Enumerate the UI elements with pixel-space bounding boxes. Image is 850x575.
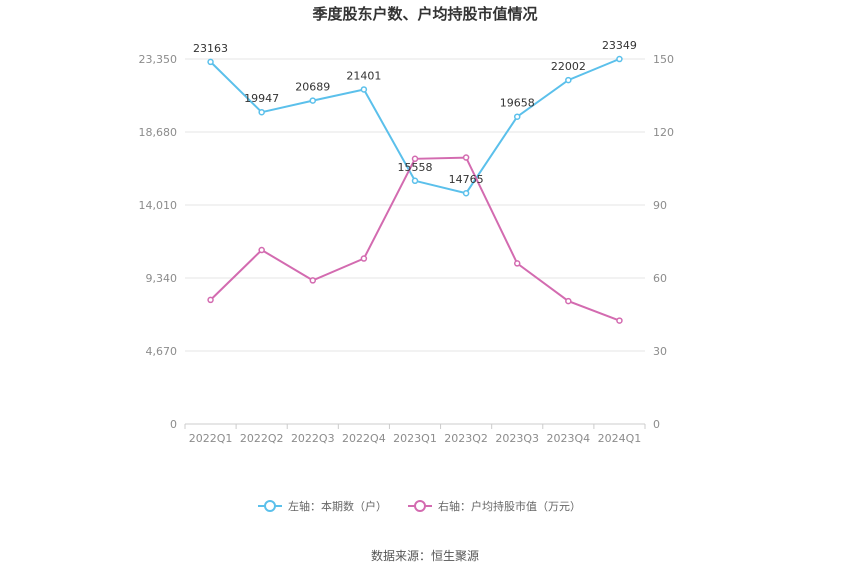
x-tick-label: 2023Q4 — [547, 432, 591, 445]
grid — [184, 58, 646, 429]
x-tick-label: 2022Q4 — [342, 432, 386, 445]
data-point — [565, 76, 572, 84]
x-tick-label: 2022Q1 — [189, 432, 233, 445]
data-label: 19658 — [500, 97, 535, 110]
data-point — [565, 297, 572, 305]
data-point — [462, 154, 470, 161]
left-tick-label: 23,350 — [139, 53, 178, 66]
right-tick-label: 120 — [653, 126, 674, 139]
data-label: 15558 — [398, 161, 433, 174]
source-note: 数据来源：恒生聚源 — [371, 548, 479, 563]
legend-label: 右轴：户均持股市值（万元） — [438, 499, 581, 513]
data-point — [616, 55, 623, 63]
data-point — [309, 277, 317, 284]
data-label: 20689 — [295, 81, 330, 94]
left-tick-label: 14,010 — [139, 199, 178, 212]
data-point — [309, 97, 317, 104]
x-tick-label: 2022Q3 — [291, 432, 335, 445]
legend-marker — [414, 500, 426, 512]
data-point — [513, 260, 521, 267]
data-point — [616, 317, 623, 324]
x-tick-label: 2022Q2 — [240, 432, 284, 445]
legend-item[interactable]: 左轴：本期数（户） — [258, 499, 387, 513]
data-point — [258, 108, 265, 116]
legend-item[interactable]: 右轴：户均持股市值（万元） — [408, 499, 581, 513]
right-tick-label: 0 — [653, 418, 660, 431]
x-tick-label: 2023Q3 — [495, 432, 539, 445]
data-label: 23163 — [193, 42, 228, 55]
x-tick-label: 2023Q2 — [444, 432, 488, 445]
chart-title: 季度股东户数、户均持股市值情况 — [312, 5, 537, 23]
left-tick-label: 0 — [170, 418, 177, 431]
axis-ticks: 0 0 4,670 30 9,340 60 14,010 90 18,680 120 23,350 1… — [139, 53, 675, 445]
left-tick-label: 4,670 — [146, 345, 178, 358]
data-label: 14765 — [449, 173, 484, 186]
series-layer — [207, 55, 623, 324]
data-point — [513, 113, 521, 120]
x-tick-label: 2023Q1 — [393, 432, 437, 445]
data-point — [411, 155, 419, 163]
data-point — [207, 296, 214, 304]
data-label: 21401 — [346, 69, 381, 82]
data-label: 23349 — [602, 39, 637, 52]
data-point — [207, 58, 214, 66]
legend[interactable]: 左轴：本期数（户） 右轴：户均持股市值（万元） — [258, 499, 581, 513]
data-label: 19947 — [244, 92, 279, 105]
legend-marker — [264, 500, 276, 512]
left-tick-label: 9,340 — [146, 272, 178, 285]
data-point — [360, 255, 368, 262]
data-point — [462, 189, 470, 197]
right-tick-label: 30 — [653, 345, 667, 358]
data-labels: 23163 19947 20689 21401 15558 14765 19658 22002… — [193, 39, 637, 186]
right-tick-label: 90 — [653, 199, 667, 212]
legend-label: 左轴：本期数（户） — [288, 499, 387, 513]
x-tick-label: 2024Q1 — [598, 432, 642, 445]
data-label: 22002 — [551, 60, 586, 73]
right-tick-label: 150 — [653, 53, 674, 66]
left-tick-label: 18,680 — [139, 126, 178, 139]
right-tick-label: 60 — [653, 272, 667, 285]
data-point — [360, 86, 368, 93]
data-point — [411, 177, 419, 185]
data-point — [258, 246, 265, 254]
